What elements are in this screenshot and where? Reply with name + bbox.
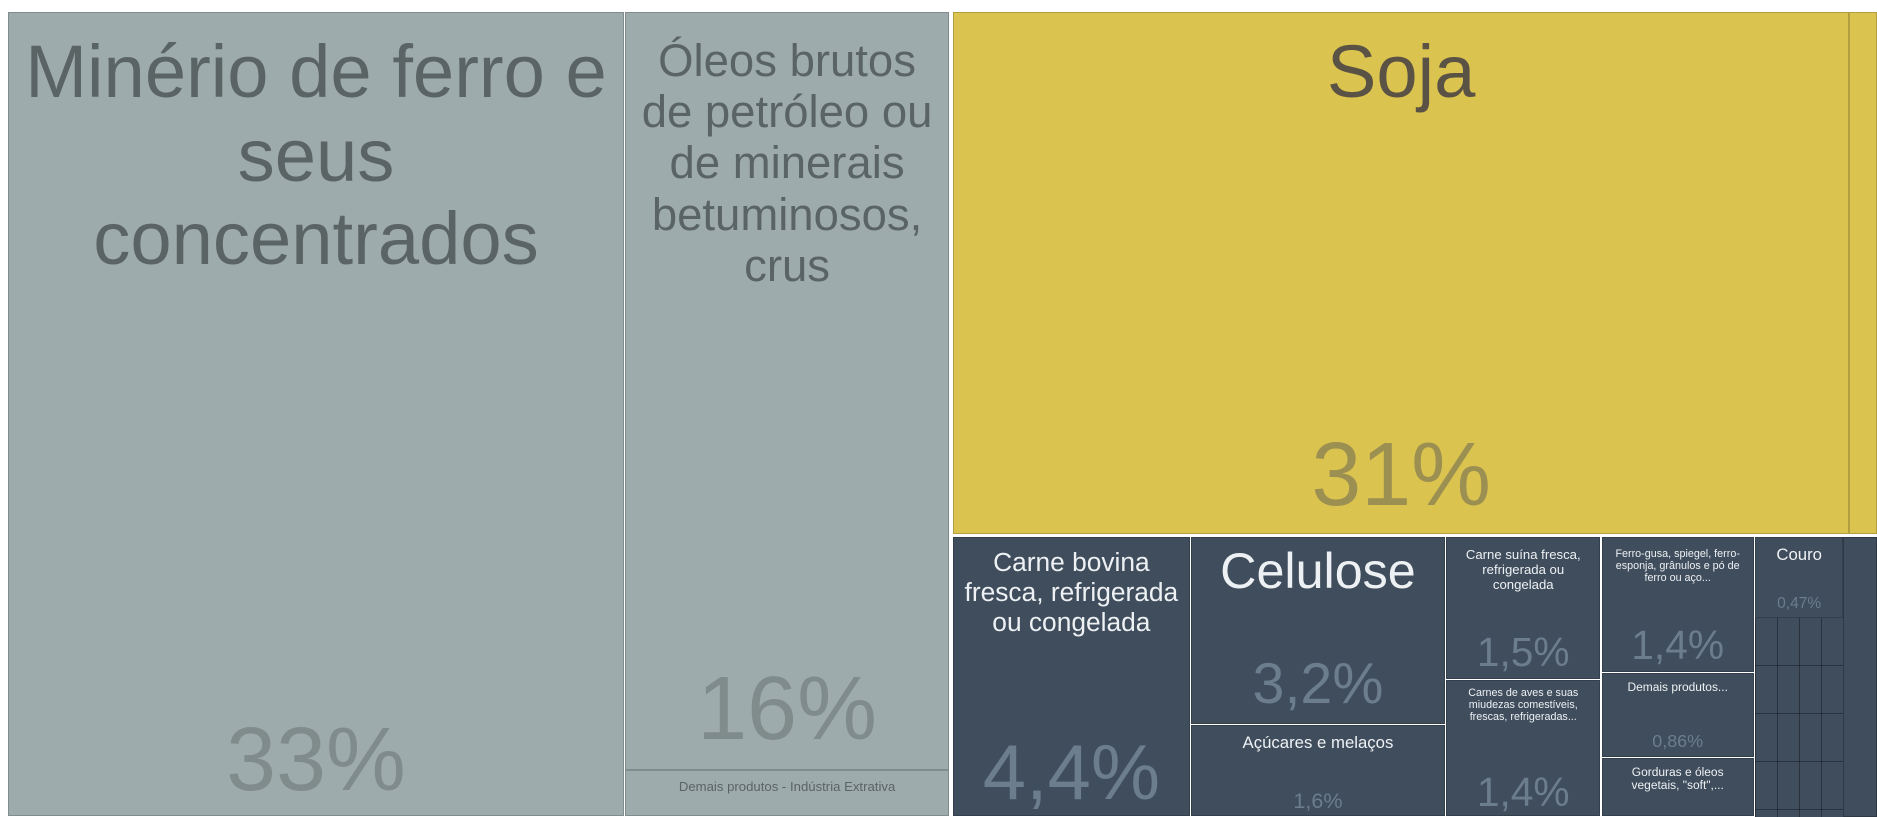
tile: Óleos brutos de petróleo ou de minerais … (624, 11, 950, 770)
tile-label: Demais produtos - Indústria Extrativa (678, 779, 896, 795)
value-label: 0,47% (1777, 595, 1822, 613)
tile: Gorduras e óleos vegetais, "soft",... (1601, 757, 1754, 817)
tile-fragment (1755, 618, 1843, 817)
value-label: 31% (1311, 425, 1491, 526)
value-label: 4,4% (982, 730, 1161, 817)
tile-label: Gorduras e óleos vegetais, "soft",... (1631, 764, 1724, 793)
tile-label: Óleos brutos de petróleo ou de minerais … (641, 34, 933, 292)
tile-label: Carnes de aves e suas miudezas comestíve… (1468, 686, 1579, 724)
tile-label: Soja (1326, 29, 1476, 113)
value-label: 33% (226, 710, 406, 811)
value-label: 1,4% (1631, 622, 1725, 669)
tile: Minério de ferro e seus concentrados 33% (8, 11, 624, 817)
tile: Açúcares e melaços 1,6% (1191, 725, 1445, 817)
tile: Couro 0,47% (1754, 537, 1844, 618)
tile-label: Celulose (1220, 542, 1416, 600)
tile: Carne bovina fresca, refrigerada ou cong… (952, 537, 1190, 817)
tile-fragment (1843, 537, 1877, 817)
tile-label: Carne bovina fresca, refrigerada ou cong… (964, 547, 1179, 637)
tile: Celulose 3,2% (1191, 537, 1445, 725)
tile: Demais produtos - Indústria Extrativa (624, 769, 950, 817)
tile-fragment (1849, 12, 1877, 534)
value-label: 1,4% (1476, 769, 1570, 816)
value-label: 1,5% (1476, 629, 1570, 676)
value-label: 0,86% (1652, 730, 1704, 751)
tile-label: Ferro-gusa, spiegel, ferro-esponja, grân… (1615, 548, 1740, 585)
tile-label: Minério de ferro e seus concentrados (25, 29, 607, 281)
tile-label: Açúcares e melaços (1242, 732, 1394, 752)
tile-label: Demais produtos... (1627, 679, 1728, 694)
tile: Carne suína fresca, refrigerada ou conge… (1446, 537, 1601, 679)
tile: Soja 31% (952, 11, 1850, 534)
value-label: 16% (697, 658, 877, 759)
tile-label: Carne suína fresca, refrigerada ou conge… (1465, 547, 1581, 592)
tile-label: Couro (1776, 544, 1822, 564)
tile: Carnes de aves e suas miudezas comestíve… (1446, 679, 1601, 817)
value-label: 3,2% (1252, 652, 1384, 717)
tile: Demais produtos... 0,86% (1601, 672, 1754, 757)
tile: Ferro-gusa, spiegel, ferro-esponja, grân… (1601, 537, 1754, 672)
value-label: 1,6% (1293, 789, 1343, 814)
